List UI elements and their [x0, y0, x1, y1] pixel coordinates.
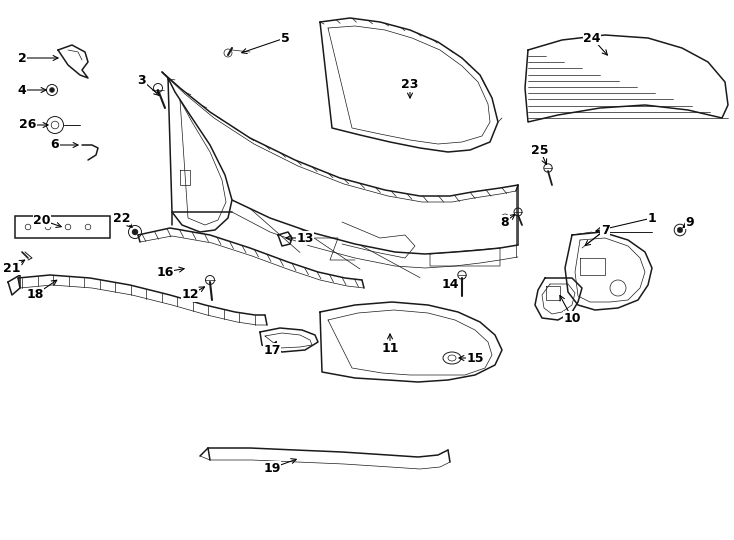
Text: 12: 12 [181, 288, 199, 301]
Text: 9: 9 [686, 215, 694, 228]
Text: 16: 16 [156, 266, 174, 279]
Text: 2: 2 [18, 51, 26, 64]
Text: 3: 3 [138, 73, 146, 86]
Text: 19: 19 [264, 462, 280, 475]
Text: 6: 6 [51, 138, 59, 152]
Text: 5: 5 [280, 31, 289, 44]
Text: 1: 1 [647, 212, 656, 225]
Circle shape [49, 87, 54, 92]
Text: 14: 14 [441, 279, 459, 292]
Text: 7: 7 [600, 224, 609, 237]
Text: 24: 24 [584, 31, 600, 44]
Text: 10: 10 [563, 312, 581, 325]
Text: 26: 26 [19, 118, 37, 132]
Text: 21: 21 [3, 261, 21, 274]
Text: 4: 4 [18, 84, 26, 97]
Text: 13: 13 [297, 232, 313, 245]
Text: 8: 8 [501, 215, 509, 228]
Text: 20: 20 [33, 213, 51, 226]
Text: 15: 15 [466, 352, 484, 365]
Text: 17: 17 [264, 343, 280, 356]
Text: 11: 11 [381, 341, 399, 354]
Text: 25: 25 [531, 144, 549, 157]
Bar [15, 216, 110, 238]
Text: 23: 23 [401, 78, 418, 91]
Circle shape [132, 229, 138, 235]
Circle shape [677, 227, 683, 233]
Text: 18: 18 [26, 288, 44, 301]
Text: 22: 22 [113, 212, 131, 225]
